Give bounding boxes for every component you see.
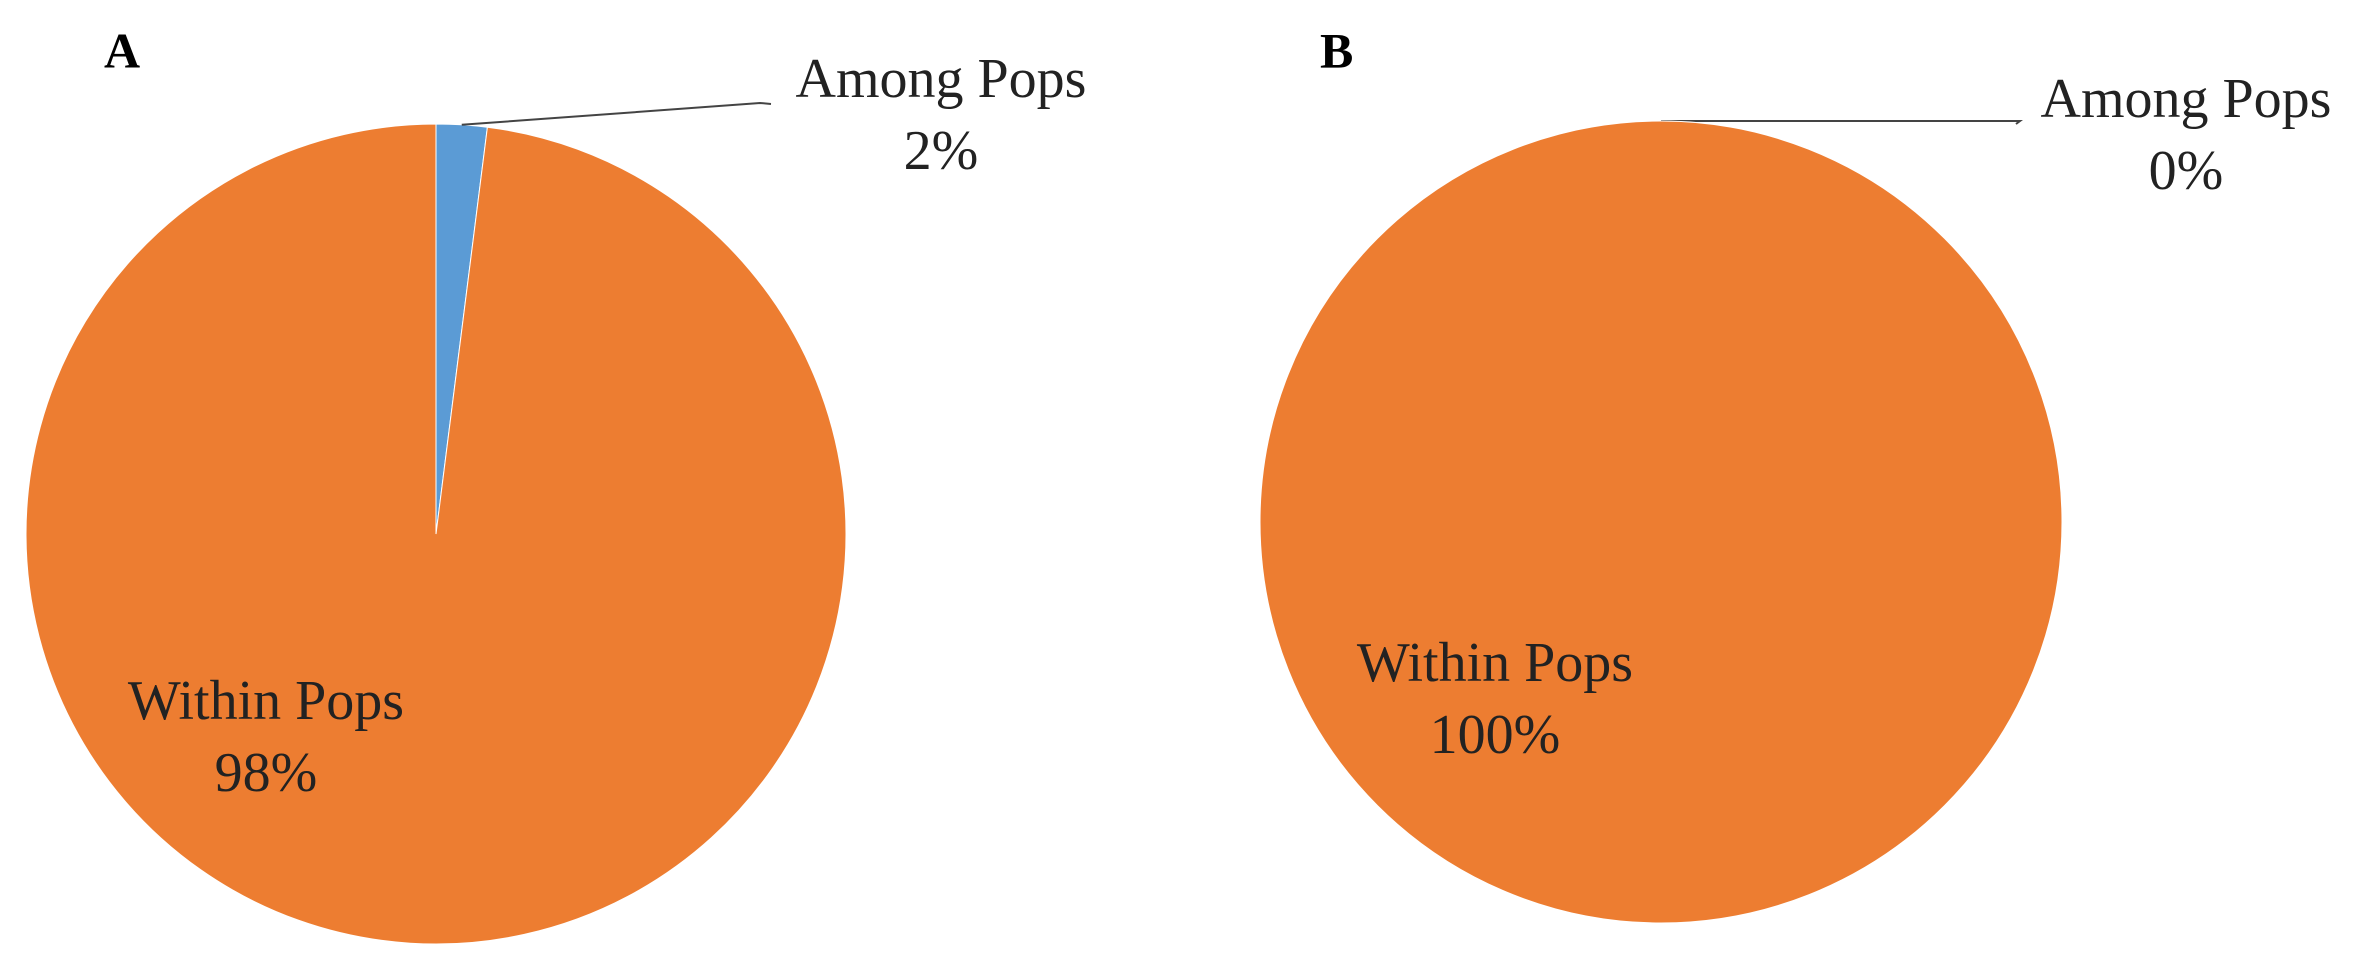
slice-value-label: 98% (215, 742, 318, 804)
slice-value-label: 2% (904, 120, 979, 182)
panel-title: B (1320, 22, 1353, 78)
slice-category-label: Within Pops (1357, 632, 1633, 694)
slice-value-label: 0% (2149, 140, 2224, 202)
slice-category-label: Within Pops (128, 670, 404, 732)
slice-value-label: 100% (1430, 704, 1561, 766)
slice-category-label: Among Pops (796, 48, 1087, 110)
leader-line (461, 101, 772, 126)
slice-category-label: Among Pops (2041, 68, 2332, 130)
leader-line (1661, 120, 2023, 125)
pie-slice (25, 123, 847, 945)
pie-slice (1259, 120, 2063, 924)
panel-title: A (104, 22, 140, 78)
